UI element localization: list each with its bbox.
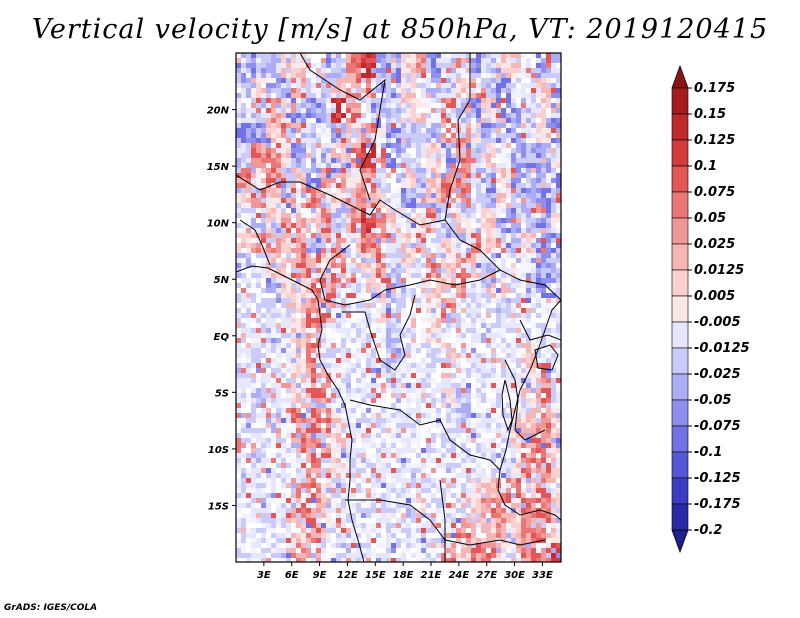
colorbar-swatch — [671, 113, 689, 141]
colorbar-label: 0.075 — [694, 185, 735, 200]
colorbar-label: 0.1 — [694, 159, 717, 174]
border-congo-2 — [349, 399, 501, 471]
plot-title: Vertical velocity [m/s] at 850hPa, VT: 2… — [31, 14, 769, 45]
colorbar-swatch — [671, 165, 689, 193]
colorbar-label: -0.125 — [694, 471, 741, 486]
colorbar-label: 0.05 — [694, 211, 726, 226]
lon-tick-label: 18E — [393, 570, 414, 581]
colorbar-swatch — [671, 295, 689, 323]
colorbar-swatch — [671, 451, 689, 479]
velocity-field — [236, 53, 561, 562]
colorbar-bottom-triangle — [671, 529, 689, 554]
colorbar-label: -0.1 — [694, 445, 722, 460]
credit-label: GrADS: IGES/COLA — [4, 603, 98, 613]
colorbar-label: 0.005 — [694, 289, 735, 304]
lat-tick-label: 15S — [208, 501, 229, 512]
colorbar-label: -0.175 — [694, 497, 741, 512]
colorbar-swatch — [671, 87, 689, 115]
border-north-1 — [299, 53, 386, 201]
colorbar-swatch — [671, 139, 689, 167]
lon-tick-label: 24E — [448, 570, 469, 581]
colorbar-label: -0.025 — [694, 367, 741, 382]
lon-tick-label: 3E — [257, 570, 271, 581]
colorbar-label: -0.075 — [694, 419, 741, 434]
lon-tick-label: 21E — [421, 570, 442, 581]
lon-tick-label: 12E — [337, 570, 358, 581]
colorbar-swatch — [671, 425, 689, 453]
colorbar-label: -0.0125 — [694, 341, 750, 356]
colorbar-swatch — [671, 269, 689, 297]
colorbar-swatch — [671, 217, 689, 245]
colorbar-swatch — [671, 191, 689, 219]
country-borders — [236, 53, 561, 562]
coastline-east — [497, 299, 561, 521]
lake-tanganyika — [501, 379, 513, 432]
border-congo-1 — [342, 294, 416, 371]
border-north-2 — [444, 53, 561, 301]
colorbar-swatch — [671, 477, 689, 505]
map-frame — [235, 52, 562, 563]
border-south-2 — [439, 479, 446, 562]
lon-tick-label: 30E — [504, 570, 525, 581]
colorbar-label: -0.05 — [694, 393, 731, 408]
colorbar-label: 0.125 — [694, 133, 735, 148]
lat-tick-label: 10S — [208, 445, 229, 456]
border-mid-3 — [319, 244, 501, 306]
colorbar-swatch — [671, 503, 689, 531]
lat-tick-label: 5N — [214, 275, 230, 286]
colorbar-label: 0.175 — [694, 81, 735, 96]
border-east-2 — [504, 359, 546, 441]
colorbar-swatch — [671, 347, 689, 375]
lake-victoria — [534, 344, 559, 371]
border-mid-2 — [239, 219, 271, 266]
colorbar-label: 0.15 — [694, 107, 726, 122]
lon-tick-label: 33E — [532, 570, 553, 581]
lon-tick-label: 9E — [313, 570, 327, 581]
colorbar-top-triangle — [671, 64, 689, 89]
lat-tick-label: 5S — [215, 388, 229, 399]
colorbar-swatch — [671, 321, 689, 349]
colorbar-label: -0.2 — [694, 523, 722, 538]
border-east-1 — [519, 319, 561, 341]
colorbar-swatch — [671, 373, 689, 401]
colorbar: 0.175 0.15 0.125 0.1 0.075 0.05 0.025 0.0125 0.0… — [671, 64, 750, 554]
colorbar-label: 0.0125 — [694, 263, 744, 278]
border-mid-1 — [236, 174, 446, 226]
colorbar-label: -0.005 — [694, 315, 741, 330]
lon-tick-label: 27E — [476, 570, 497, 581]
colorbar-label: 0.025 — [694, 237, 735, 252]
lat-tick-label: 20N — [207, 106, 230, 117]
map-axes: 3E 6E 9E 12E 15E 18E 21E 24E 27E 30E 33E 20N 15N 10N 5… — [207, 106, 553, 581]
lon-tick-label: 6E — [285, 570, 299, 581]
colorbar-swatch — [671, 399, 689, 427]
lat-tick-label: 15N — [207, 162, 230, 173]
lon-tick-label: 15E — [365, 570, 386, 581]
lat-tick-label: EQ — [214, 332, 230, 343]
coastline — [236, 265, 365, 562]
colorbar-swatch — [671, 243, 689, 271]
lat-tick-label: 10N — [207, 219, 230, 230]
